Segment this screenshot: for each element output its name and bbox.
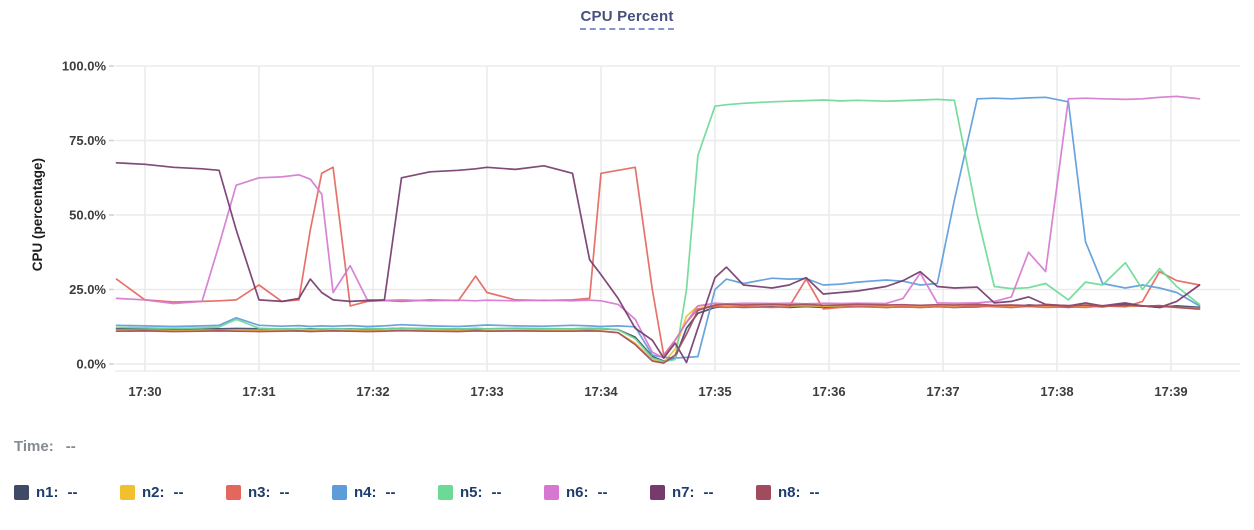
legend-item-n7[interactable]: n7: --: [650, 484, 756, 501]
legend-swatch-n6: [544, 485, 559, 500]
legend-label-n1: n1:: [36, 484, 59, 501]
series-line-n2[interactable]: [115, 304, 1201, 364]
legend-swatch-n7: [650, 485, 665, 500]
legend-swatch-n2: [120, 485, 135, 500]
x-tick-label: 17:38: [1040, 384, 1073, 399]
x-tick-label: 17:32: [356, 384, 389, 399]
time-value: --: [65, 438, 76, 455]
x-tick-label: 17:36: [812, 384, 845, 399]
y-tick-label: 50.0%: [69, 208, 106, 223]
series-line-n7[interactable]: [115, 161, 1201, 364]
y-tick-label: 0.0%: [76, 357, 106, 372]
legend-value-n3: --: [279, 484, 290, 501]
y-tick-label: 75.0%: [69, 133, 106, 148]
y-tick-label: 25.0%: [69, 282, 106, 297]
legend-item-n2[interactable]: n2: --: [120, 484, 226, 501]
legend-swatch-n4: [332, 485, 347, 500]
legend-label-n6: n6:: [566, 484, 589, 501]
legend-item-n5[interactable]: n5: --: [438, 484, 544, 501]
legend-swatch-n1: [14, 485, 29, 500]
legend-label-n4: n4:: [354, 484, 377, 501]
chart-title[interactable]: CPU Percent: [580, 8, 674, 30]
time-row: Time: --: [14, 438, 76, 455]
legend-value-n1: --: [67, 484, 78, 501]
time-label: Time:: [14, 438, 54, 455]
series-line-n1[interactable]: [115, 303, 1201, 362]
legend-label-n5: n5:: [460, 484, 483, 501]
x-tick-label: 17:33: [470, 384, 503, 399]
x-tick-label: 17:34: [584, 384, 618, 399]
legend-label-n2: n2:: [142, 484, 165, 501]
legend-label-n3: n3:: [248, 484, 271, 501]
legend-item-n8[interactable]: n8: --: [756, 484, 862, 501]
legend-swatch-n5: [438, 485, 453, 500]
legend-swatch-n3: [226, 485, 241, 500]
cpu-percent-line-chart[interactable]: 100.0% 75.0% 50.0% 25.0% 0.0% 17:30 17:31 17:32…: [0, 0, 1254, 420]
x-tick-label: 17:31: [242, 384, 275, 399]
legend-item-n4[interactable]: n4: --: [332, 484, 438, 501]
legend-value-n2: --: [173, 484, 184, 501]
x-tick-label: 17:35: [698, 384, 731, 399]
legend-item-n6[interactable]: n6: --: [544, 484, 650, 501]
legend-label-n8: n8:: [778, 484, 801, 501]
legend-value-n5: --: [491, 484, 502, 501]
chart-title-wrap: CPU Percent: [0, 8, 1254, 30]
legend-label-n7: n7:: [672, 484, 695, 501]
x-tick-label: 17:37: [926, 384, 959, 399]
legend-value-n7: --: [703, 484, 714, 501]
series-line-n5[interactable]: [115, 98, 1201, 363]
legend-value-n6: --: [597, 484, 608, 501]
series-line-n8[interactable]: [115, 303, 1201, 364]
legend-item-n3[interactable]: n3: --: [226, 484, 332, 501]
x-tick-label: 17:39: [1154, 384, 1187, 399]
legend-value-n8: --: [809, 484, 820, 501]
legend-item-n1[interactable]: n1: --: [14, 484, 120, 501]
chart-legend: n1: -- n2: -- n3: -- n4: -- n5: -- n6: -…: [14, 484, 862, 501]
x-tick-label: 17:30: [128, 384, 161, 399]
y-tick-label: 100.0%: [62, 59, 107, 74]
legend-swatch-n8: [756, 485, 771, 500]
series-line-n6[interactable]: [115, 95, 1201, 359]
legend-value-n4: --: [385, 484, 396, 501]
